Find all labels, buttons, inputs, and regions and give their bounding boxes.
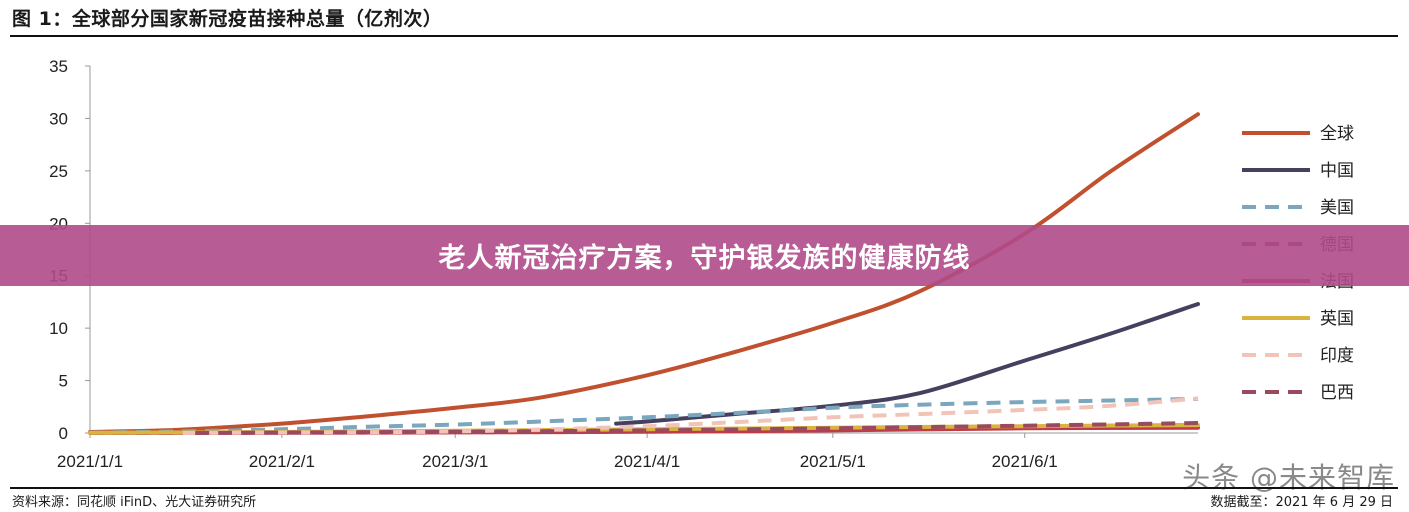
x-tick-label: 2021/3/1 — [422, 452, 488, 471]
top-rule — [10, 35, 1398, 37]
y-tick-label: 25 — [49, 162, 68, 181]
series-line-印度 — [182, 396, 1199, 435]
legend-label: 巴西 — [1320, 383, 1354, 403]
source-note: 资料来源：同花顺 iFinD、光大证券研究所 — [12, 495, 257, 510]
series-line-美国 — [89, 396, 1199, 435]
series-line-中国 — [614, 302, 1200, 426]
chart: 051015202530352021/1/12021/2/12021/3/120… — [49, 57, 1354, 471]
x-tick-label: 2021/1/1 — [57, 452, 123, 471]
x-tick-label: 2021/5/1 — [800, 452, 866, 471]
data-date-note: 数据截至：2021 年 6 月 29 日 — [1210, 495, 1393, 510]
headline-text: 老人新冠治疗方案，守护银发族的健康防线 — [438, 243, 971, 274]
legend-label: 印度 — [1320, 346, 1354, 366]
legend-label: 中国 — [1320, 161, 1354, 181]
x-tick-label: 2021/6/1 — [992, 452, 1058, 471]
legend-label: 英国 — [1320, 309, 1354, 329]
series-line-巴西 — [195, 421, 1199, 435]
x-tick-label: 2021/4/1 — [614, 452, 680, 471]
bottom-rule — [10, 487, 1398, 489]
headline-banner: 老人新冠治疗方案，守护银发族的健康防线 — [0, 225, 1409, 286]
x-tick-label: 2021/2/1 — [249, 452, 315, 471]
y-tick-label: 5 — [59, 372, 68, 391]
legend-label: 美国 — [1320, 198, 1354, 218]
legend-label: 全球 — [1320, 124, 1354, 144]
y-tick-label: 10 — [49, 319, 68, 338]
y-tick-label: 30 — [49, 109, 68, 128]
watermark: 头条 @未来智库 — [1182, 461, 1395, 494]
y-tick-label: 35 — [49, 57, 68, 76]
y-tick-label: 0 — [59, 424, 68, 443]
chart-title: 图 1：全球部分国家新冠疫苗接种总量（亿剂次） — [12, 8, 443, 30]
